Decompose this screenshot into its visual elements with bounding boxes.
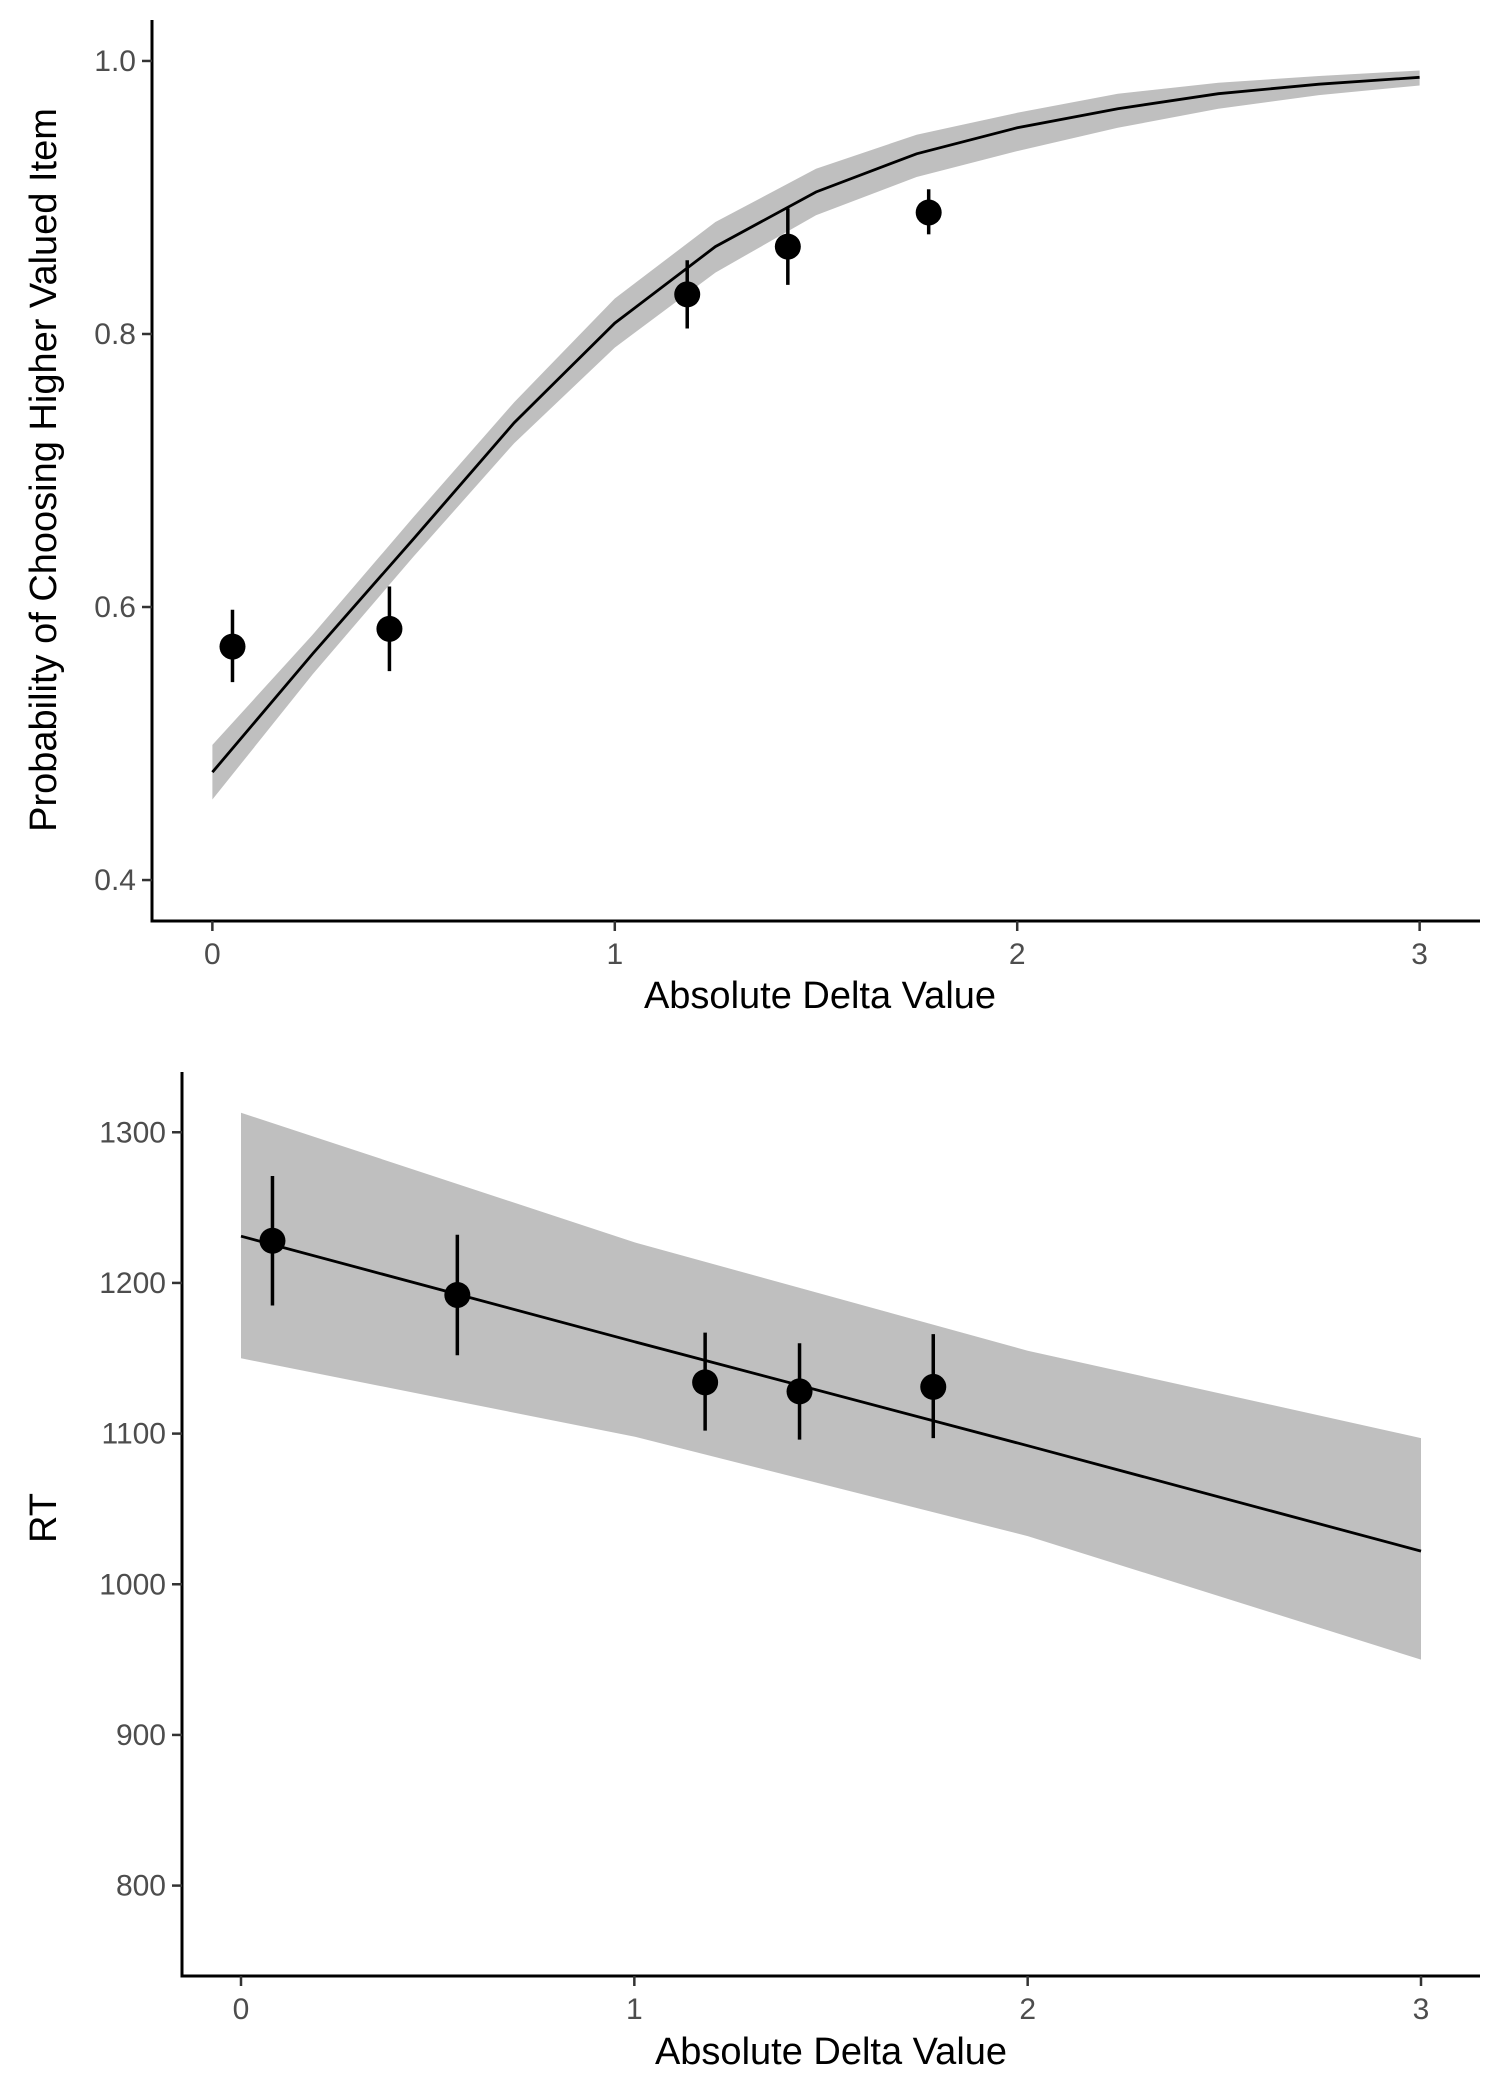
probability-panel: 0 1 2 3 0.4 0.6 0.8 1.0 Absolute Delta Value Pro… [23,20,1480,1017]
rt-data-point-3 [692,1369,719,1396]
rt-x-tick-label-1: 1 [626,1993,643,2026]
probability-y-tick-label-1: 0.6 [94,591,136,624]
rt-x-tick-label-3: 3 [1413,1993,1430,2026]
rt-data-point-1 [259,1227,286,1254]
rt-y-axis-title: RT [23,1493,65,1543]
probability-x-tick-label-2: 2 [1009,938,1026,971]
probability-x-tick-label-1: 1 [606,938,623,971]
rt-y-tick-label-4: 1200 [99,1267,166,1300]
probability-data-point-4 [774,233,801,260]
probability-y-tick-label-3: 1.0 [94,45,136,78]
rt-y-tick-label-1: 900 [116,1719,166,1752]
rt-confidence-ribbon [241,1112,1421,1660]
rt-x-axis-title: Absolute Delta Value [655,2031,1007,2073]
probability-x-tick-label-0: 0 [204,938,221,971]
probability-data-point-3 [674,281,701,308]
rt-fit-line [240,1234,1422,1553]
probability-confidence-ribbon [212,70,1420,800]
rt-data-point-2 [444,1281,471,1308]
probability-y-axis-title: Probability of Choosing Higher Valued It… [23,108,65,832]
rt-y-tick-label-5: 1300 [99,1116,166,1149]
rt-panel: 0 1 2 3 800 900 1000 1100 1200 1300 Absolute Delta… [23,1072,1480,2073]
probability-data-point-5 [915,199,942,226]
probability-plot-layer: 0 1 2 3 0.4 0.6 0.8 1.0 [94,20,1480,971]
rt-y-tick-label-0: 800 [116,1870,166,1903]
probability-data-point-1 [219,633,246,660]
rt-data-point-5 [920,1373,947,1400]
rt-data-point-4 [786,1378,813,1405]
probability-x-tick-label-3: 3 [1411,938,1428,971]
probability-x-axis-title: Absolute Delta Value [644,975,996,1017]
probability-data-point-2 [376,615,403,642]
rt-x-tick-label-2: 2 [1019,1993,1036,2026]
rt-y-tick-label-3: 1100 [101,1418,166,1451]
rt-x-tick-label-0: 0 [233,1993,250,2026]
probability-y-tick-label-2: 0.8 [94,318,136,351]
rt-y-tick-label-2: 1000 [99,1568,166,1601]
probability-y-tick-label-0: 0.4 [94,864,136,897]
rt-plot-layer: 0 1 2 3 800 900 1000 1100 1200 1300 [99,1072,1480,2026]
probability-fit-line [211,75,1420,774]
